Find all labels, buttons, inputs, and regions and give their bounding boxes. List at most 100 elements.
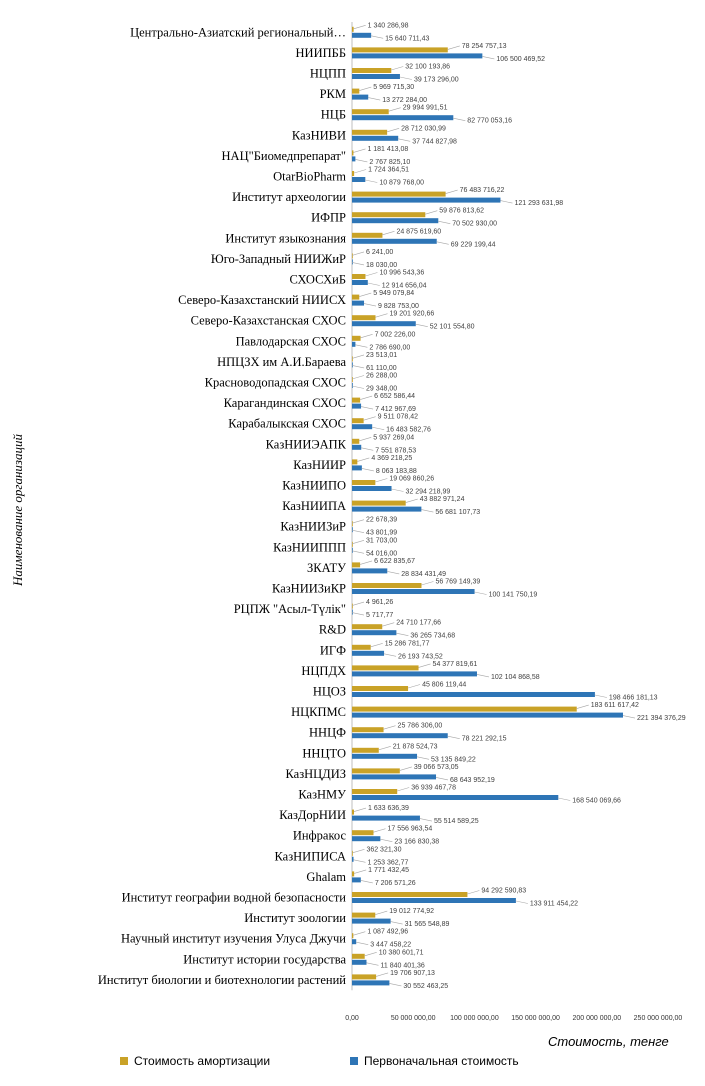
category-label: КазНИИПА: [282, 499, 346, 513]
bar-initial: [352, 238, 437, 244]
category-label: Северо-Казахстанский НИИСХ: [178, 293, 346, 307]
bar-initial: [352, 795, 559, 800]
bar-amortization: [352, 294, 360, 300]
leader-line-initial: [351, 385, 365, 389]
data-label-initial: 102 104 868,58: [491, 674, 540, 681]
data-label-initial: 78 221 292,15: [462, 736, 507, 743]
bar-initial: [352, 115, 454, 121]
bar-amortization: [352, 644, 371, 650]
data-label-amortization: 183 611 617,42: [591, 702, 639, 709]
bar-initial: [352, 156, 356, 162]
leader-line-amortization: [375, 313, 388, 318]
leader-line-initial: [351, 612, 365, 616]
leader-line-initial: [352, 365, 365, 369]
bar-amortization: [352, 583, 422, 588]
bar-initial: [352, 506, 422, 512]
leader-line-amortization: [421, 581, 434, 586]
category-label: СХОСХиБ: [290, 273, 347, 287]
data-label-initial: 28 834 431,49: [401, 571, 446, 578]
data-label-amortization: 36 939 467,78: [411, 785, 456, 792]
category-label: КазНИИЗиКР: [272, 582, 346, 596]
data-label-amortization: 23 513,01: [366, 352, 397, 359]
data-label-initial: 106 500 469,52: [496, 56, 545, 63]
leader-line-amortization: [360, 560, 373, 565]
data-label-initial: 100 141 750,19: [489, 592, 538, 599]
category-label: R&D: [319, 623, 346, 637]
category-label: КазНИВИ: [292, 128, 346, 142]
leader-line-initial: [594, 694, 607, 698]
data-label-amortization: 24 710 177,66: [396, 620, 441, 627]
category-label: КазНИПИСА: [274, 849, 346, 863]
leader-line-amortization: [382, 622, 395, 627]
data-label-initial: 12 914 656,04: [382, 283, 427, 290]
category-label: РЦПЖ "Асыл-Түлік": [234, 602, 346, 616]
bar-amortization: [352, 171, 355, 176]
category-label: Карабалыкская СХОС: [228, 417, 346, 431]
data-label-initial: 121 293 631,98: [514, 200, 563, 207]
category-label: Павлодарская СХОС: [236, 334, 346, 348]
leader-line-initial: [416, 756, 430, 760]
bar-amortization: [352, 274, 366, 279]
leader-line-amortization: [407, 684, 421, 689]
bar-amortization: [352, 109, 389, 115]
bar-amortization: [352, 47, 448, 53]
data-label-initial: 26 193 743,52: [398, 653, 443, 660]
leader-line-amortization: [353, 148, 366, 153]
data-label-initial: 3 447 458,22: [370, 942, 411, 949]
bar-initial: [352, 341, 356, 347]
bar-initial: [352, 218, 439, 224]
leader-line-amortization: [447, 45, 460, 50]
leader-line-initial: [396, 632, 409, 636]
category-label: КазНМУ: [298, 788, 346, 802]
leader-line-initial: [383, 653, 397, 657]
bar-amortization: [352, 418, 364, 424]
data-label-initial: 16 483 582,76: [386, 427, 431, 434]
bar-amortization: [352, 953, 365, 959]
data-label-amortization: 25 786 306,00: [398, 723, 443, 730]
leader-line-amortization: [375, 910, 388, 915]
data-label-initial: 13 272 284,00: [382, 97, 427, 104]
leader-line-amortization: [351, 354, 365, 359]
category-label: Институт языкознания: [225, 231, 346, 245]
data-label-initial: 55 514 589,25: [434, 818, 479, 825]
leader-line-initial: [387, 571, 400, 575]
bar-amortization: [352, 541, 353, 547]
bar-amortization: [352, 706, 577, 712]
leader-line-amortization: [370, 643, 383, 648]
leader-line-amortization: [445, 189, 458, 194]
x-tick-label: 100 000 000,00: [450, 1015, 499, 1022]
x-tick-label: 0,00: [345, 1015, 359, 1022]
bar-amortization: [352, 129, 388, 135]
data-label-initial: 5 717,77: [366, 612, 393, 619]
leader-line-initial: [419, 818, 433, 822]
bar-initial: [352, 918, 391, 924]
leader-line-amortization: [391, 66, 404, 71]
data-label-amortization: 19 706 907,13: [390, 970, 435, 977]
bar-initial: [352, 32, 372, 38]
leader-line-amortization: [360, 395, 373, 400]
leader-line-initial: [361, 406, 374, 410]
leader-line-amortization: [387, 128, 400, 133]
bar-amortization: [352, 747, 379, 753]
leader-line-initial: [447, 735, 460, 739]
bar-initial: [352, 300, 365, 306]
leader-line-amortization: [405, 498, 418, 503]
leader-line-initial: [360, 880, 373, 884]
data-label-amortization: 78 254 757,13: [462, 43, 507, 50]
data-label-initial: 1 253 362,77: [368, 859, 409, 866]
data-label-amortization: 19 012 774,92: [389, 908, 434, 915]
category-label: Институт зоологии: [244, 911, 346, 925]
leader-line-amortization: [378, 746, 391, 751]
leader-line-initial: [474, 591, 487, 595]
data-label-initial: 7 412 967,69: [375, 406, 416, 413]
leader-line-amortization: [576, 704, 589, 709]
bar-initial: [352, 259, 353, 265]
legend: Стоимость амортизации Первоначальная сто…: [0, 1054, 705, 1078]
leader-line-initial: [436, 241, 449, 245]
leader-line-initial: [558, 797, 571, 801]
data-label-amortization: 10 996 543,36: [379, 270, 424, 277]
bar-amortization: [352, 68, 392, 73]
leader-line-initial: [353, 859, 366, 863]
category-label: Северо-Казахстанская СХОС: [191, 314, 346, 328]
category-label: Институт истории государства: [183, 952, 346, 966]
